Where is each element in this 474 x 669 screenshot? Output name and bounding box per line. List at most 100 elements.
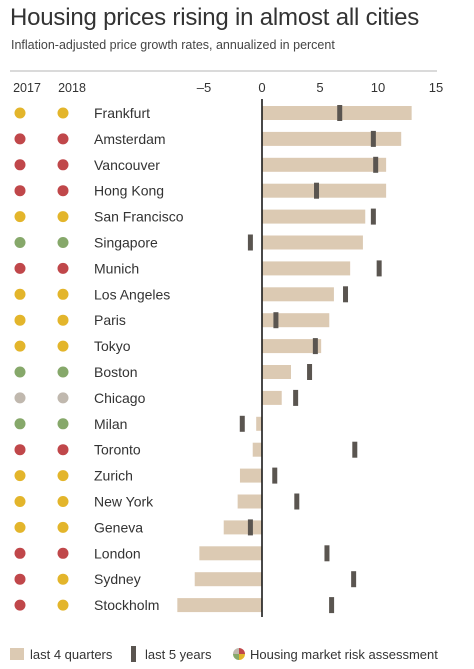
risk-dot-2017-los-angeles	[14, 288, 26, 300]
risk-pie-icon	[233, 648, 245, 660]
bar-last-4-quarters-london	[199, 546, 262, 561]
risk-dot-2018-stockholm	[57, 599, 69, 611]
risk-dot-2017-munich	[14, 262, 26, 274]
bar-last-4-quarters-singapore	[262, 235, 363, 250]
marker-last-5-years-hong-kong	[314, 182, 320, 199]
bar-last-4-quarters-chicago	[262, 390, 282, 405]
x-axis-ticks: –5 0 5 10 15	[197, 80, 443, 95]
chart-rows: Frankfurt Amsterdam Vancouver Hong Kong San …	[14, 105, 412, 614]
x-tick-label-10: 10	[371, 80, 385, 95]
city-label-frankfurt: Frankfurt	[94, 105, 150, 121]
marker-last-5-years-boston	[307, 364, 313, 380]
marker-last-5-years-tokyo	[312, 338, 318, 355]
risk-dot-2018-san-francisco	[57, 211, 69, 223]
city-label-san-francisco: San Francisco	[94, 209, 184, 225]
risk-dot-2018-singapore	[57, 237, 69, 248]
row-new-york: New York	[14, 493, 300, 510]
marker-last-5-years-los-angeles	[343, 286, 349, 303]
row-vancouver: Vancouver	[14, 156, 387, 173]
bar-last-4-quarters-stockholm	[177, 598, 262, 613]
marker-last-5-years-vancouver	[373, 156, 379, 173]
bar-last-4-quarters-san-francisco	[262, 209, 366, 224]
row-tokyo: Tokyo	[14, 338, 322, 355]
risk-dot-2017-zurich	[14, 470, 26, 482]
risk-dot-2017-chicago	[14, 392, 26, 404]
x-tick-label-minus-5: –5	[197, 80, 211, 95]
bar-last-4-quarters-milan	[256, 416, 262, 431]
city-label-geneva: Geneva	[94, 519, 143, 535]
risk-dot-2018-los-angeles	[57, 288, 69, 300]
bar-last-4-quarters-geneva	[223, 520, 262, 535]
risk-dot-2018-amsterdam	[57, 133, 69, 145]
city-label-zurich: Zurich	[94, 468, 133, 484]
legend-swatch-last-4-quarters	[10, 648, 24, 660]
risk-dot-2017-tokyo	[14, 340, 26, 352]
row-milan: Milan	[14, 415, 262, 432]
city-label-sydney: Sydney	[94, 571, 141, 587]
risk-dot-2018-sydney	[57, 573, 69, 585]
risk-dot-2017-singapore	[14, 237, 26, 248]
risk-dot-2017-toronto	[14, 444, 26, 456]
row-geneva: Geneva	[14, 519, 262, 536]
risk-dot-2017-frankfurt	[14, 107, 26, 119]
risk-dot-2017-london	[14, 547, 26, 559]
marker-last-5-years-toronto	[352, 441, 358, 458]
bar-last-4-quarters-toronto	[252, 442, 262, 457]
x-tick-label-5: 5	[316, 80, 323, 95]
risk-dot-2018-vancouver	[57, 159, 69, 171]
marker-last-5-years-new-york	[294, 493, 300, 510]
marker-last-5-years-zurich	[272, 467, 278, 484]
bar-last-4-quarters-paris	[262, 313, 330, 328]
year-label-2017: 2017	[13, 81, 41, 95]
city-label-singapore: Singapore	[94, 235, 158, 251]
legend-label-last-5-years: last 5 years	[145, 647, 212, 662]
risk-dot-2018-boston	[57, 366, 69, 378]
risk-dot-2017-stockholm	[14, 599, 26, 611]
risk-dot-2017-paris	[14, 314, 26, 326]
city-label-toronto: Toronto	[94, 442, 141, 458]
row-frankfurt: Frankfurt	[14, 105, 412, 121]
bar-last-4-quarters-boston	[262, 365, 291, 379]
risk-dot-2017-milan	[14, 418, 26, 430]
row-sydney: Sydney	[14, 571, 357, 588]
city-label-los-angeles: Los Angeles	[94, 286, 170, 302]
risk-dot-2017-boston	[14, 366, 26, 378]
city-label-amsterdam: Amsterdam	[94, 131, 166, 147]
risk-dot-2018-hong-kong	[57, 185, 69, 197]
bar-last-4-quarters-hong-kong	[262, 183, 387, 198]
risk-dot-2018-geneva	[57, 521, 69, 533]
legend-label-last-4-quarters: last 4 quarters	[30, 647, 113, 662]
bar-last-4-quarters-amsterdam	[262, 131, 402, 146]
marker-last-5-years-frankfurt	[337, 105, 343, 121]
bar-last-4-quarters-vancouver	[262, 157, 387, 172]
row-zurich: Zurich	[14, 467, 278, 484]
city-label-boston: Boston	[94, 364, 138, 380]
risk-dot-2017-vancouver	[14, 159, 26, 171]
bar-last-4-quarters-new-york	[237, 494, 262, 509]
bar-last-4-quarters-los-angeles	[262, 287, 334, 302]
risk-dot-2017-san-francisco	[14, 211, 26, 223]
row-munich: Munich	[14, 260, 382, 277]
legend: last 4 quarters last 5 years Housing mar…	[10, 646, 438, 662]
bar-last-4-quarters-sydney	[194, 572, 262, 587]
chart-title: Housing prices rising in almost all citi…	[10, 4, 420, 31]
row-hong-kong: Hong Kong	[14, 182, 387, 199]
risk-dot-2018-london	[57, 547, 69, 559]
risk-dot-2017-geneva	[14, 521, 26, 533]
row-chicago: Chicago	[14, 389, 299, 406]
chart-subtitle: Inflation-adjusted price growth rates, a…	[11, 38, 335, 52]
marker-last-5-years-sydney	[351, 571, 357, 588]
city-label-munich: Munich	[94, 260, 139, 276]
marker-last-5-years-paris	[273, 312, 279, 329]
marker-last-5-years-san-francisco	[370, 208, 376, 225]
legend-label-risk-assessment: Housing market risk assessment	[250, 647, 438, 662]
year-label-2018: 2018	[58, 81, 86, 95]
row-singapore: Singapore	[14, 234, 363, 251]
bar-last-4-quarters-munich	[262, 261, 351, 276]
risk-dot-2018-paris	[57, 314, 69, 326]
row-los-angeles: Los Angeles	[14, 286, 349, 303]
risk-dot-2017-sydney	[14, 573, 26, 585]
bar-last-4-quarters-zurich	[239, 468, 262, 483]
risk-dot-2018-frankfurt	[57, 107, 69, 119]
